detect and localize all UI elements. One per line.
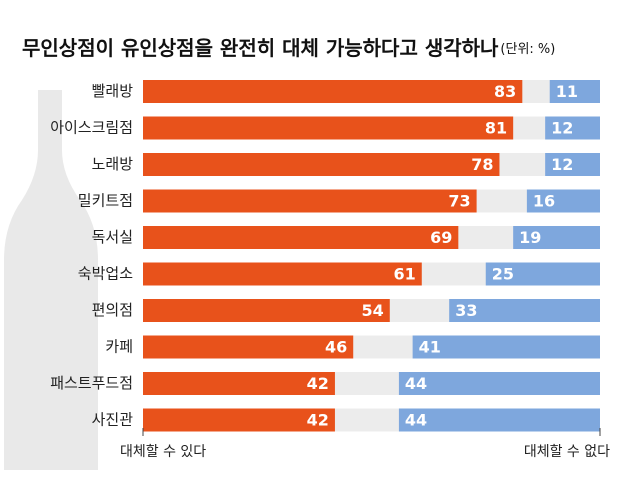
value-label: 44 — [405, 411, 427, 430]
bar — [143, 226, 459, 249]
category-label: 숙박업소 — [78, 265, 133, 283]
bar — [412, 335, 600, 359]
bar — [143, 189, 477, 213]
bar — [545, 153, 600, 176]
category-label: 편의점 — [92, 301, 133, 319]
legend-label: 대체할 수 없다 — [524, 444, 610, 460]
value-label: 16 — [533, 192, 555, 211]
value-label: 46 — [325, 338, 347, 357]
chart-title: 무인상점이 유인상점을 완전히 대체 가능하다고 생각하나 (단위: %) — [22, 36, 555, 60]
legend-label: 대체할 수 있다 — [120, 444, 206, 460]
value-label: 61 — [394, 265, 416, 284]
value-label: 41 — [419, 338, 441, 357]
bar — [143, 80, 523, 103]
value-label: 83 — [494, 82, 516, 101]
bar — [143, 262, 422, 286]
bar — [545, 116, 600, 140]
bar — [449, 299, 600, 322]
bar — [143, 335, 354, 359]
value-label: 44 — [405, 374, 427, 393]
bar — [526, 189, 600, 213]
value-label: 11 — [556, 82, 578, 101]
bar — [398, 372, 600, 395]
value-label: 81 — [485, 119, 507, 138]
bar — [143, 408, 335, 432]
bottle-silhouette — [4, 90, 98, 470]
value-label: 19 — [519, 228, 541, 247]
category-label: 노래방 — [92, 155, 134, 173]
bar — [485, 262, 600, 286]
category-label: 사진관 — [92, 411, 134, 429]
value-label: 54 — [362, 301, 384, 320]
bars: 빨래방 83 11 아이스크림점 81 12 노래방 78 12 밀키트점 73 16 독서실 69 19 숙… — [50, 80, 600, 432]
value-label: 12 — [551, 155, 573, 174]
value-label: 78 — [471, 155, 493, 174]
value-label: 25 — [492, 265, 514, 284]
bar — [513, 226, 600, 249]
value-label: 12 — [551, 119, 573, 138]
value-label: 73 — [448, 192, 470, 211]
bar — [398, 408, 600, 432]
category-label: 패스트푸드점 — [50, 374, 133, 392]
category-label: 밀키트점 — [78, 192, 133, 210]
category-label: 아이스크림점 — [50, 119, 133, 137]
bar — [549, 80, 600, 103]
bar — [143, 372, 335, 395]
unit-label: (단위: %) — [500, 42, 555, 57]
category-label: 독서실 — [92, 228, 133, 246]
category-label: 카페 — [105, 338, 133, 356]
value-label: 42 — [307, 411, 329, 430]
value-label: 33 — [455, 301, 477, 320]
value-label: 69 — [430, 228, 452, 247]
bar — [143, 299, 390, 322]
bar — [143, 153, 500, 176]
title-text: 무인상점이 유인상점을 완전히 대체 가능하다고 생각하나 — [22, 36, 499, 60]
value-label: 42 — [307, 374, 329, 393]
bar — [143, 116, 514, 140]
category-label: 빨래방 — [92, 82, 134, 100]
